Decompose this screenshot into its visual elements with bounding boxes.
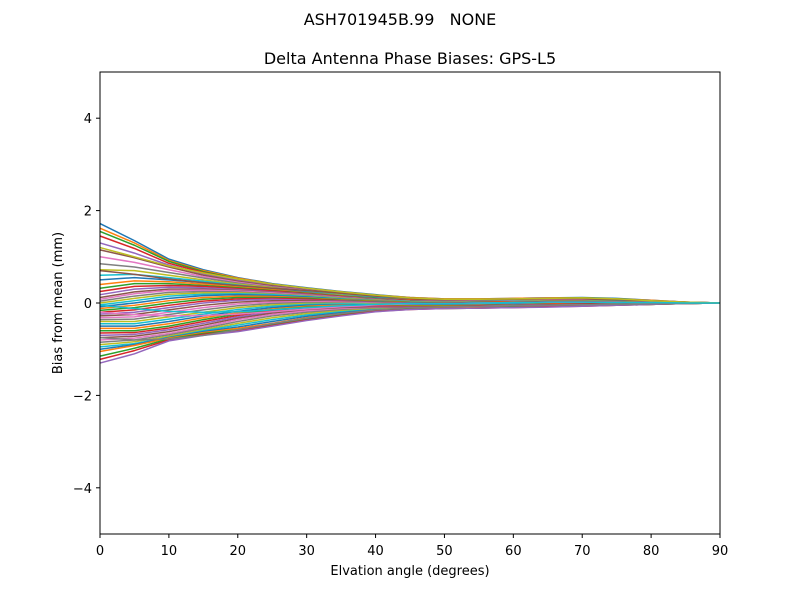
y-tick-label: 2 (84, 205, 92, 220)
x-tick-label: 10 (161, 544, 178, 559)
y-tick-label: −4 (73, 482, 92, 497)
x-tick-label: 40 (367, 544, 384, 559)
x-axis-ticks: 0 10 20 30 40 50 60 70 80 90 (96, 534, 728, 559)
x-tick-label: 90 (712, 544, 729, 559)
x-tick-label: 80 (643, 544, 660, 559)
x-tick-label: 30 (298, 544, 315, 559)
x-tick-label: 70 (574, 544, 591, 559)
series-lines (99, 222, 721, 364)
x-tick-label: 0 (96, 544, 104, 559)
x-tick-label: 50 (436, 544, 453, 559)
y-axis-ticks: −4 −2 0 2 4 (73, 112, 100, 497)
x-axis-label: Elvation angle (degrees) (330, 564, 489, 579)
figure-suptitle: ASH701945B.99 NONE (303, 10, 497, 29)
y-tick-label: 0 (84, 297, 92, 312)
y-tick-label: 4 (84, 112, 92, 127)
y-axis-label: Bias from mean (mm) (51, 232, 66, 374)
chart-title: Delta Antenna Phase Biases: GPS-L5 (264, 49, 556, 68)
series-line-50 (99, 301, 720, 313)
x-tick-label: 20 (230, 544, 247, 559)
x-tick-label: 60 (505, 544, 522, 559)
series-line-49 (99, 246, 721, 304)
series-line-48 (99, 302, 721, 341)
y-tick-label: −2 (73, 389, 92, 404)
